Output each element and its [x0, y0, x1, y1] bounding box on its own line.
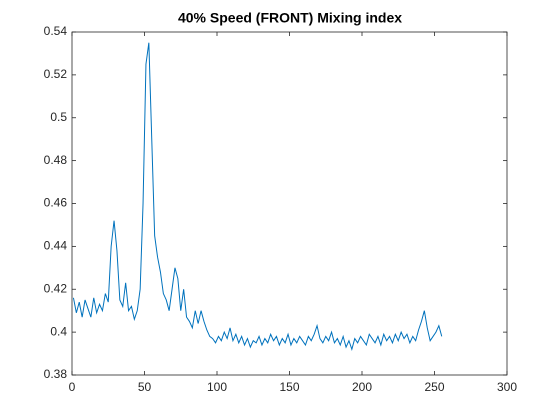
y-tick-label: 0.5	[50, 110, 67, 124]
chart-title: 40% Speed (FRONT) Mixing index	[178, 10, 402, 26]
y-tick-label: 0.48	[44, 153, 68, 167]
data-line	[72, 42, 443, 351]
x-tick-label: 100	[207, 380, 227, 394]
x-tick-label: 200	[352, 380, 372, 394]
y-tick-label: 0.52	[44, 67, 68, 81]
x-tick-label: 300	[497, 380, 517, 394]
y-tick-label: 0.38	[44, 367, 68, 381]
x-tick-label: 50	[138, 380, 152, 394]
y-tick-label: 0.4	[50, 324, 67, 338]
x-tick-label: 150	[279, 380, 299, 394]
y-tick-label: 0.54	[44, 24, 68, 38]
x-tick-label: 0	[69, 380, 76, 394]
y-tick-label: 0.44	[44, 239, 68, 253]
y-tick-label: 0.42	[44, 281, 68, 295]
y-tick-label: 0.46	[44, 196, 68, 210]
x-tick-label: 250	[424, 380, 444, 394]
